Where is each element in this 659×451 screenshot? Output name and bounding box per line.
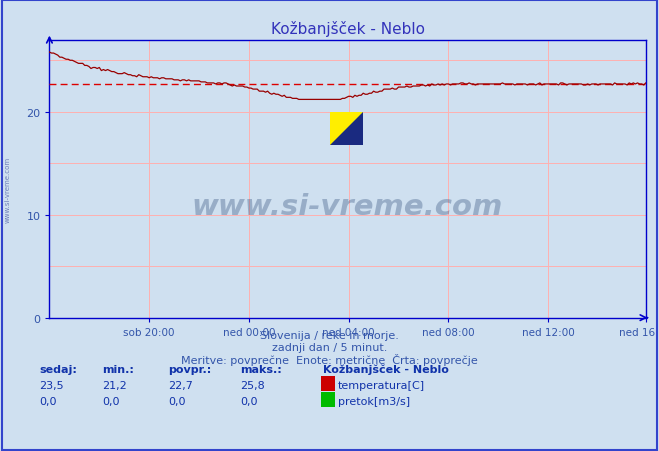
Text: pretok[m3/s]: pretok[m3/s] [338, 396, 410, 405]
Text: zadnji dan / 5 minut.: zadnji dan / 5 minut. [272, 342, 387, 352]
Text: povpr.:: povpr.: [168, 364, 212, 374]
Text: 0,0: 0,0 [40, 396, 57, 405]
Text: www.si-vreme.com: www.si-vreme.com [5, 156, 11, 222]
Text: 0,0: 0,0 [102, 396, 120, 405]
Text: Meritve: povprečne  Enote: metrične  Črta: povprečje: Meritve: povprečne Enote: metrične Črta:… [181, 354, 478, 366]
Polygon shape [331, 114, 362, 145]
Polygon shape [330, 113, 362, 146]
Text: Slovenija / reke in morje.: Slovenija / reke in morje. [260, 330, 399, 340]
Text: www.si-vreme.com: www.si-vreme.com [192, 193, 503, 221]
Text: 21,2: 21,2 [102, 380, 127, 390]
Text: 23,5: 23,5 [40, 380, 64, 390]
Polygon shape [330, 129, 362, 146]
Text: temperatura[C]: temperatura[C] [338, 380, 425, 390]
Text: 22,7: 22,7 [168, 380, 193, 390]
Text: Kožbanjšček - Neblo: Kožbanjšček - Neblo [323, 364, 449, 374]
Text: sedaj:: sedaj: [40, 364, 77, 374]
Text: 25,8: 25,8 [241, 380, 266, 390]
Text: 0,0: 0,0 [168, 396, 186, 405]
Text: maks.:: maks.: [241, 364, 282, 374]
Polygon shape [330, 113, 362, 146]
Title: Kožbanjšček - Neblo: Kožbanjšček - Neblo [271, 21, 424, 37]
Polygon shape [330, 113, 362, 146]
Polygon shape [330, 113, 362, 146]
Polygon shape [330, 113, 362, 146]
Text: 0,0: 0,0 [241, 396, 258, 405]
Text: min.:: min.: [102, 364, 134, 374]
